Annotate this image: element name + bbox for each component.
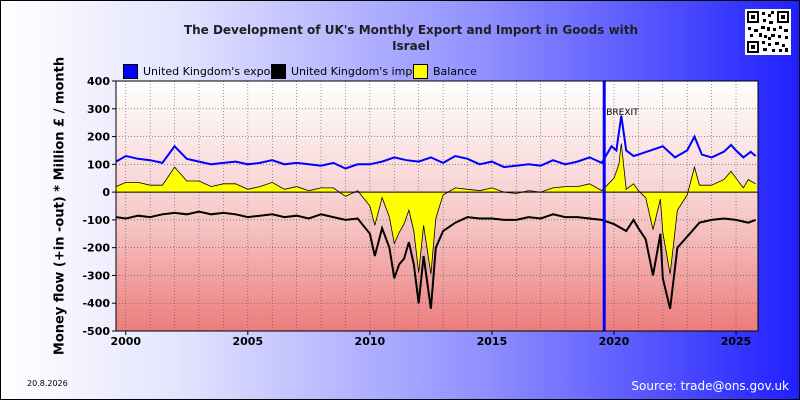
- source-credit: Source: trade@ons.gov.uk: [631, 379, 789, 393]
- x-tick-label: 2010: [355, 335, 386, 348]
- brexit-label: BREXIT: [606, 108, 639, 118]
- legend-label-export: United Kingdom's export: [143, 65, 280, 78]
- x-tick-label: 2020: [599, 335, 630, 348]
- y-tick-label: -500: [82, 325, 110, 338]
- qr-code-icon: [745, 9, 791, 55]
- balance-line: [115, 143, 756, 275]
- legend-swatch-balance: [413, 64, 428, 79]
- chart-title-line-2: Israel: [392, 39, 430, 53]
- chart-title-line-1: The Development of UK's Monthly Export a…: [183, 23, 639, 37]
- legend-label-import: United Kingdom's import: [291, 65, 428, 78]
- y-tick-label: 200: [87, 131, 110, 144]
- y-tick-label: -200: [82, 242, 110, 255]
- y-tick-label: -400: [82, 297, 110, 310]
- balance-area: [116, 143, 756, 275]
- x-tick-label: 2025: [721, 335, 752, 348]
- plot-border: [115, 80, 759, 332]
- x-tick-label: 2015: [477, 335, 508, 348]
- y-tick-label: 300: [87, 103, 110, 116]
- x-tick-label: 2005: [233, 335, 264, 348]
- legend-label-balance: Balance: [433, 65, 477, 78]
- export-line: [115, 115, 757, 170]
- y-tick-label: 100: [87, 158, 110, 171]
- import-line: [115, 210, 756, 310]
- y-tick-label: 0: [102, 186, 110, 199]
- y-tick-label: -300: [82, 269, 110, 282]
- legend-swatch-export: [123, 64, 138, 79]
- y-tick-label: 400: [87, 75, 110, 88]
- legend-swatch-import: [271, 64, 286, 79]
- x-tick-label: 2000: [110, 335, 141, 348]
- date-stamp: 20.8.2026: [27, 379, 68, 388]
- y-tick-label: -100: [82, 214, 110, 227]
